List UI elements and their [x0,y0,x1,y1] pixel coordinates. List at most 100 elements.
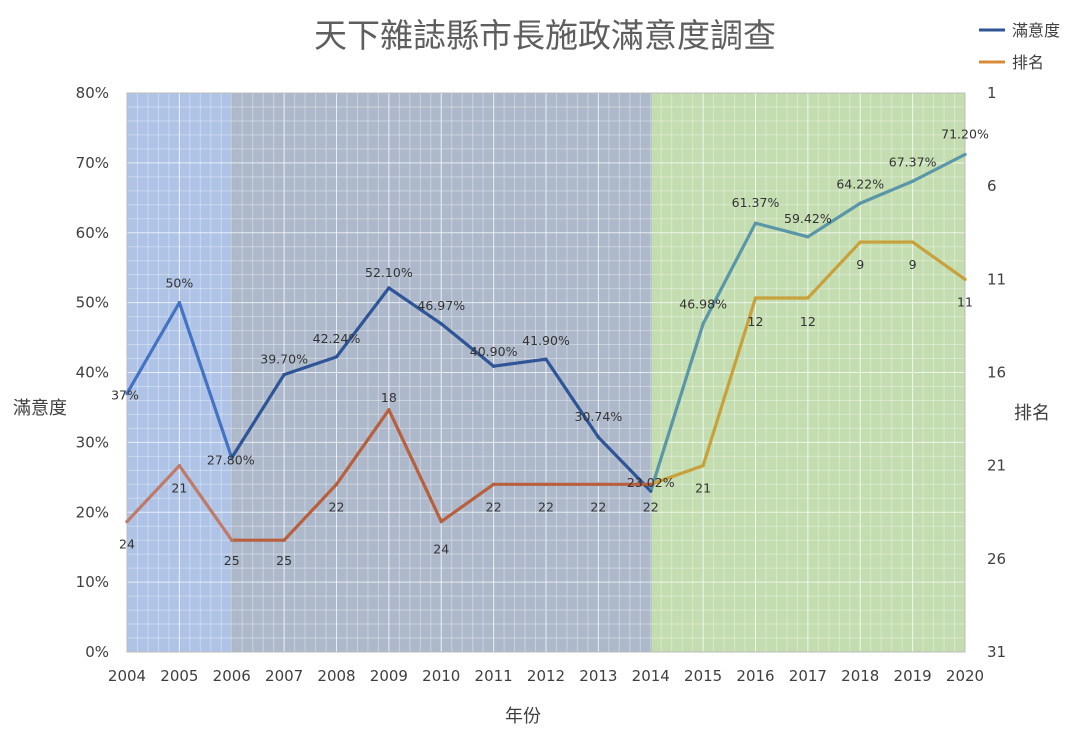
satisfaction-point [858,201,862,205]
y2-axis-title: 排名 [1014,403,1050,424]
x-tick-label: 2004 [108,667,146,685]
legend: 滿意度 排名 [979,21,1060,72]
satisfaction-segment [230,372,286,460]
satisfaction-segment [753,221,810,239]
satisfaction-point [963,152,967,157]
satisfaction-point [492,364,496,368]
y2-tick-label: 16 [987,364,1006,382]
rank-point [230,538,234,542]
labels-satisfaction: 37% 50% 27.80% 39.70% 42.24% 52.10% 46.97% 40.9… [111,126,989,490]
y-tick-label: 80% [76,84,109,102]
legend-label-satisfaction: 滿意度 [1012,21,1060,40]
rank-point [649,482,653,486]
satisfaction-segment [544,357,600,439]
rank-segment [439,482,496,524]
x-tick-label: 2017 [789,667,827,685]
satisfaction-point [387,286,391,290]
satisfaction-segment [387,286,443,326]
rank-point [806,296,810,300]
rank-data-label: 22 [486,499,502,514]
satisfaction-segment [806,201,862,239]
satisfaction-data-label: 30.74% [575,409,623,424]
rank-segment [177,464,234,542]
rank-point [177,464,181,468]
rank-data-label: 22 [538,499,554,514]
satisfaction-data-label: 27.80% [207,453,255,468]
y-tick-label: 60% [76,224,109,242]
satisfaction-data-label: 40.90% [470,344,518,359]
chart-title: 天下雜誌縣市長施政滿意度調查 [314,16,776,55]
grid [127,93,965,652]
x-axis-ticks: 2004 2005 2006 2007 2008 2009 2010 2011 2012 2013… [108,667,984,685]
rank-point [125,519,129,524]
rank-point [858,240,862,244]
y2-tick-label: 21 [987,457,1006,475]
series-satisfaction [125,152,967,493]
rank-segment [649,464,705,486]
satisfaction-segment [701,221,758,326]
satisfaction-segment [492,357,548,368]
rank-point [334,482,339,486]
satisfaction-point [125,391,129,396]
series-rank [125,240,967,542]
x-tick-label: 2015 [684,667,722,685]
rank-point [387,408,391,412]
satisfaction-point [701,322,705,326]
y-axis-ticks: 0% 10% 20% 30% 40% 50% 60% 70% 80% [76,84,109,661]
y-tick-label: 0% [85,643,109,661]
x-tick-label: 2014 [632,667,670,685]
labels-rank: 24 21 25 25 22 18 24 22 22 22 22 21 12 12 9 9 11 [119,257,973,568]
satisfaction-point [806,235,810,239]
rank-data-label: 25 [224,553,240,568]
satisfaction-point [282,372,286,377]
satisfaction-data-label: 39.70% [260,352,308,367]
y-axis-title: 滿意度 [13,398,67,419]
rank-data-label: 24 [433,542,449,557]
rank-data-label: 22 [329,499,345,514]
x-axis-title: 年份 [505,706,541,727]
satisfaction-data-label: 46.97% [417,298,465,313]
rank-data-label: 9 [909,257,917,272]
satisfaction-point [439,322,443,326]
satisfaction-data-label: 23.02% [627,475,675,490]
x-tick-label: 2008 [317,667,355,685]
satisfaction-point [177,301,181,305]
x-tick-label: 2011 [475,667,513,685]
rank-data-label: 21 [695,481,711,496]
satisfaction-point [596,435,600,439]
satisfaction-segment [858,179,915,205]
satisfaction-data-label: 71.20% [941,126,989,141]
satisfaction-data-label: 42.24% [313,331,361,346]
rank-point [439,519,443,524]
rank-data-label: 25 [276,553,292,568]
satisfaction-data-label: 64.22% [836,176,884,191]
rank-data-label: 22 [643,499,659,514]
satisfaction-segment [911,152,967,183]
x-tick-label: 2007 [265,667,303,685]
rank-point [701,464,705,468]
legend-label-rank: 排名 [1012,53,1044,72]
satisfaction-data-label: 67.37% [889,154,937,169]
satisfaction-segment [439,322,496,368]
x-tick-label: 2016 [736,667,774,685]
satisfaction-segment [177,301,234,460]
y-tick-label: 40% [76,364,109,382]
satisfaction-data-label: 61.37% [732,195,780,210]
x-tick-label: 2018 [841,667,879,685]
y2-tick-label: 31 [987,643,1006,661]
rank-segment [282,482,339,542]
satisfaction-point [334,355,339,359]
rank-segment [334,408,391,486]
y2-tick-label: 26 [987,550,1006,568]
satisfaction-point [544,357,548,361]
y-tick-label: 10% [76,573,109,591]
y-tick-label: 70% [76,154,109,172]
rank-data-label: 12 [748,314,764,329]
satisfaction-data-label: 52.10% [365,265,413,280]
rank-point [282,538,286,542]
satisfaction-segment [282,355,339,377]
satisfaction-point [230,456,234,460]
